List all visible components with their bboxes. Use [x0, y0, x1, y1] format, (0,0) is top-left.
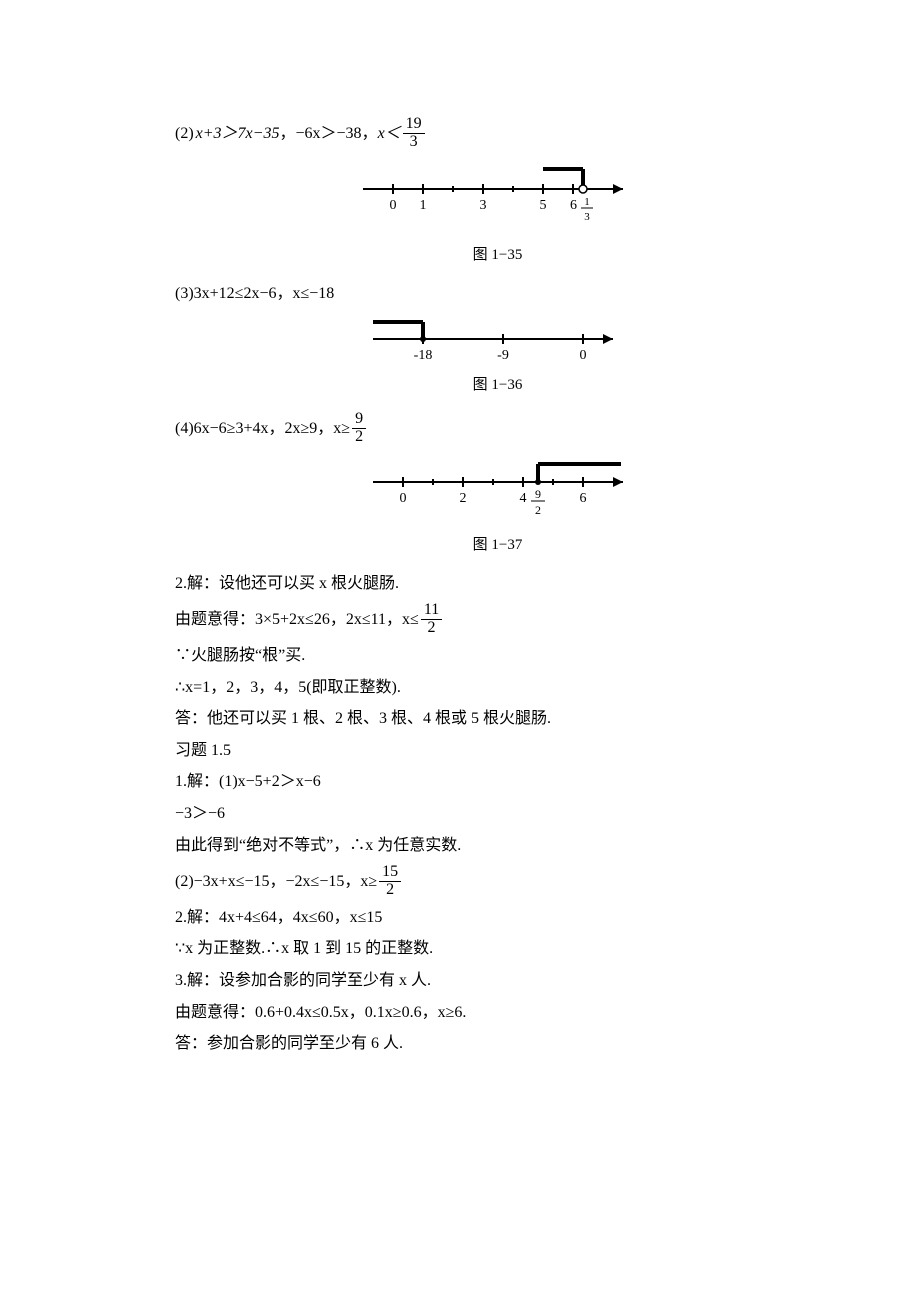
ex15-q3b: 由题意得：0.6+0.4x≤0.5x，0.1x≥0.6，x≥6.	[175, 1000, 820, 1026]
svg-text:3: 3	[479, 198, 486, 213]
p2-frac-num: 19	[403, 116, 425, 134]
fig-1-35-wrap: 0 1 3 5 6 1 3	[175, 159, 820, 239]
ex15-q1d-frac: 15 2	[379, 864, 401, 899]
p4-prefix: (4)6x−6≥3+4x，2x≥9，x≥	[175, 416, 350, 442]
fig-1-37-wrap: 0 2 4 6 9 2	[175, 454, 820, 529]
svg-text:5: 5	[539, 198, 546, 213]
q2-frac: 11 2	[421, 602, 442, 637]
svg-text:-9: -9	[497, 348, 509, 363]
ex15-q2b: ∵x 为正整数.∴x 取 1 到 15 的正整数.	[175, 936, 820, 962]
fig-1-37-svg: 0 2 4 6 9 2	[353, 454, 643, 529]
p2-frac: 19 3	[403, 116, 425, 151]
q2-frac-num: 11	[421, 602, 442, 620]
svg-text:-18: -18	[413, 348, 432, 363]
ex15-q1c: 由此得到“绝对不等式”，∴x 为任意实数.	[175, 833, 820, 859]
svg-text:6: 6	[579, 491, 586, 506]
fig-1-35-svg: 0 1 3 5 6 1 3	[343, 159, 653, 239]
q2-l5: 答：他还可以买 1 根、2 根、3 根、4 根或 5 根火腿肠.	[175, 706, 820, 732]
q2-l2-left: 由题意得：3×5+2x≤26，2x≤11，x≤	[175, 607, 419, 633]
svg-text:9: 9	[535, 487, 541, 501]
p2-prefix: (2)	[175, 121, 194, 147]
svg-text:0: 0	[579, 348, 586, 363]
ex15-q3c: 答：参加合影的同学至少有 6 人.	[175, 1031, 820, 1057]
q2-l3: ∵火腿肠按“根”买.	[175, 643, 820, 669]
svg-text:1: 1	[419, 198, 426, 213]
ex15-q1d-num: 15	[379, 864, 401, 882]
svg-text:3: 3	[584, 211, 590, 223]
svg-text:0: 0	[389, 198, 396, 213]
fig-1-36-caption: 图 1−36	[175, 373, 820, 397]
p3-text: (3)3x+12≤2x−6，x≤−18	[175, 285, 334, 302]
ex15-q1b: −3＞−6	[175, 801, 820, 827]
q2-frac-den: 2	[425, 620, 439, 637]
problem-2-line: (2) x+3＞7x−35 ， −6x＞−38 ， x＜ 19 3	[175, 116, 820, 151]
fig-1-36-svg: -18 -9 0	[363, 314, 633, 369]
comma2: ，	[362, 121, 378, 147]
q2-l4: ∴x=1，2，3，4，5(即取正整数).	[175, 675, 820, 701]
fig-1-36-wrap: -18 -9 0	[175, 314, 820, 369]
comma1: ，	[279, 121, 295, 147]
document-page: (2) x+3＞7x−35 ， −6x＞−38 ， x＜ 19 3 0 1 3 …	[0, 0, 920, 1163]
problem-3-line: (3)3x+12≤2x−6，x≤−18	[175, 281, 820, 307]
fig-1-37-caption: 图 1−37	[175, 533, 820, 557]
ex15-q1d-left: (2)−3x+x≤−15，−2x≤−15，x≥	[175, 869, 377, 895]
ex15-q1d: (2)−3x+x≤−15，−2x≤−15，x≥ 15 2	[175, 864, 820, 899]
q2-l2: 由题意得：3×5+2x≤26，2x≤11，x≤ 11 2	[175, 602, 820, 637]
ex15-title: 习题 1.5	[175, 738, 820, 764]
p2-expr-b: −6x＞−38	[295, 121, 361, 147]
ex15-q3a: 3.解：设参加合影的同学至少有 x 人.	[175, 968, 820, 994]
problem-4-line: (4)6x−6≥3+4x，2x≥9，x≥ 9 2	[175, 411, 820, 446]
svg-text:2: 2	[535, 503, 541, 517]
p2-frac-den: 3	[407, 134, 421, 151]
p2-expr-a: x+3＞7x−35	[196, 121, 280, 147]
ex15-q1a: 1.解：(1)x−5+2＞x−6	[175, 769, 820, 795]
svg-text:1: 1	[584, 196, 590, 208]
ex15-q1d-den: 2	[383, 882, 397, 899]
svg-text:2: 2	[459, 491, 466, 506]
p2-expr-c-left: x＜	[378, 121, 401, 147]
svg-text:4: 4	[519, 491, 526, 506]
p4-frac-den: 2	[352, 429, 366, 446]
svg-text:6: 6	[570, 198, 577, 213]
ex15-q2a: 2.解：4x+4≤64，4x≤60，x≤15	[175, 905, 820, 931]
p4-frac-num: 9	[352, 411, 366, 429]
q2-l1: 2.解：设他还可以买 x 根火腿肠.	[175, 571, 820, 597]
svg-text:0: 0	[399, 491, 406, 506]
fig-1-35-caption: 图 1−35	[175, 243, 820, 267]
p4-frac: 9 2	[352, 411, 366, 446]
